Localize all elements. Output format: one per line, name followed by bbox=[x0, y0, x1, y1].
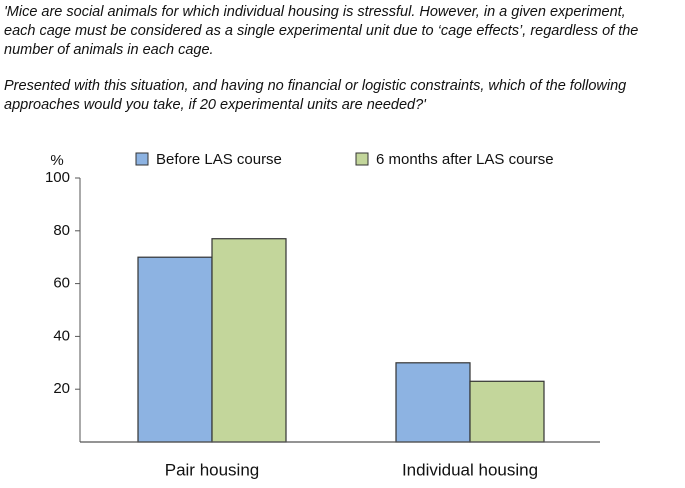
bar bbox=[469, 380, 545, 443]
bar bbox=[211, 238, 287, 443]
y-tick-label: 80 bbox=[53, 222, 70, 239]
y-tick-label: 60 bbox=[53, 275, 70, 292]
quote-line: approaches would you take, if 20 experim… bbox=[4, 97, 427, 113]
y-tick-label: 20 bbox=[53, 380, 70, 397]
legend-label: Before LAS course bbox=[156, 151, 282, 168]
quote-line: number of animals in each cage. bbox=[4, 42, 214, 58]
x-tick-label: Pair housing bbox=[165, 460, 260, 479]
legend-label: 6 months after LAS course bbox=[376, 151, 554, 168]
quote-line: Presented with this situation, and havin… bbox=[4, 78, 626, 94]
legend-swatch bbox=[355, 152, 369, 166]
quote-line: each cage must be considered as a single… bbox=[4, 23, 638, 39]
y-tick-label: 100 bbox=[45, 169, 70, 186]
quote: 'Mice are social animals for which indiv… bbox=[4, 4, 638, 113]
bar bbox=[137, 256, 213, 443]
x-tick-label: Individual housing bbox=[402, 460, 538, 479]
y-tick-label: 40 bbox=[53, 327, 70, 344]
y-axis-label: % bbox=[50, 152, 63, 169]
legend-swatch bbox=[135, 152, 149, 166]
quote-line: 'Mice are social animals for which indiv… bbox=[4, 4, 626, 20]
bar bbox=[395, 362, 471, 443]
